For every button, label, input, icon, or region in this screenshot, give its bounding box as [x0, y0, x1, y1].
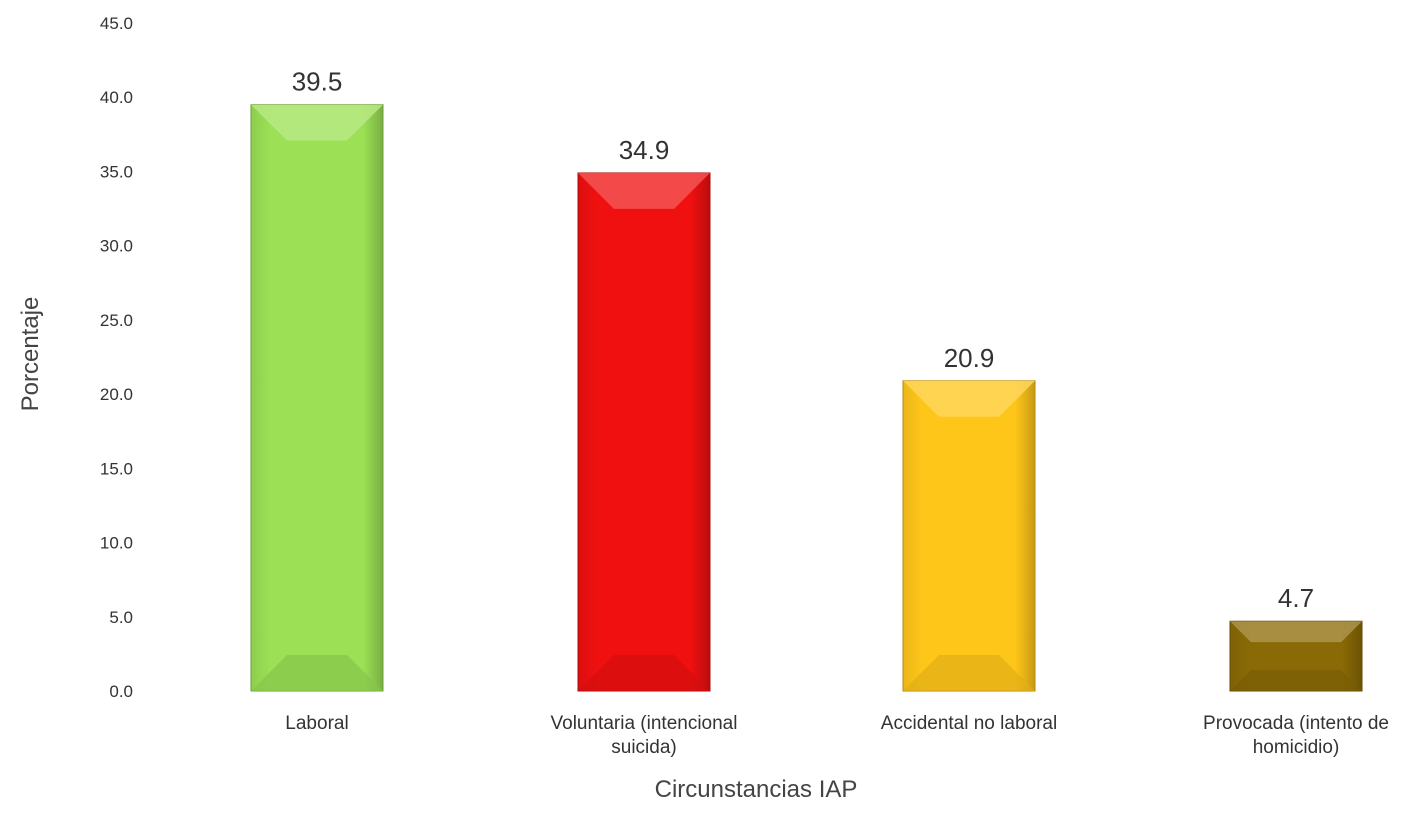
x-category-label-line: Voluntaria (intencional	[551, 713, 738, 734]
x-category-label-line: Provocada (intento de	[1203, 713, 1389, 734]
x-category-label: Provocada (intento de homicidio)	[1203, 713, 1389, 758]
bar-bottom-bevel	[251, 655, 383, 691]
y-tick-label: 0.0	[109, 682, 133, 701]
y-tick-label: 20.0	[100, 385, 133, 404]
bar-top-bevel	[903, 380, 1035, 417]
x-category-label-line: Accidental no laboral	[881, 713, 1057, 734]
y-axis-title: Porcentaje	[17, 297, 44, 412]
data-label: 34.9	[619, 135, 670, 165]
bar-bottom-bevel	[1230, 670, 1362, 691]
y-axis-ticks: 0.0 5.0 10.0 15.0 20.0 25.0 30.0 35.0 40.0 45.0	[100, 14, 133, 701]
y-tick-label: 15.0	[100, 459, 133, 478]
data-label: 4.7	[1278, 583, 1314, 613]
bar	[577, 172, 711, 692]
bar-top-bevel	[1230, 621, 1362, 643]
bar	[250, 104, 384, 692]
data-label: 39.5	[292, 67, 343, 97]
y-tick-label: 35.0	[100, 162, 133, 181]
bar-body	[902, 380, 1036, 692]
y-tick-label: 25.0	[100, 311, 133, 330]
bar-body	[250, 104, 384, 692]
bar-bottom-bevel	[578, 655, 710, 691]
bar-body	[577, 172, 711, 692]
x-category-label: Accidental no laboral	[881, 713, 1057, 734]
y-tick-label: 10.0	[100, 534, 133, 553]
x-category-label: Voluntaria (intencional suicida)	[551, 713, 738, 758]
category-labels: Laboral Voluntaria (intencional suicida) Ac…	[285, 713, 1389, 758]
bar	[902, 380, 1036, 692]
data-label: 20.9	[944, 343, 995, 373]
bar-top-bevel	[578, 172, 710, 209]
x-axis-title: Circunstancias IAP	[655, 776, 858, 803]
x-category-label: Laboral	[285, 713, 348, 734]
x-category-label-line: suicida)	[611, 737, 676, 758]
x-category-label-line: homicidio)	[1253, 737, 1340, 758]
bar-top-bevel	[251, 104, 383, 141]
y-tick-label: 30.0	[100, 237, 133, 256]
x-category-label-line: Laboral	[285, 713, 348, 734]
data-labels: 39.5 34.9 20.9 4.7	[292, 67, 1314, 614]
y-tick-label: 5.0	[109, 608, 133, 627]
y-tick-label: 45.0	[100, 14, 133, 33]
bars	[250, 104, 1363, 692]
bar	[1229, 620, 1363, 692]
y-tick-label: 40.0	[100, 88, 133, 107]
bar-bottom-bevel	[903, 655, 1035, 691]
